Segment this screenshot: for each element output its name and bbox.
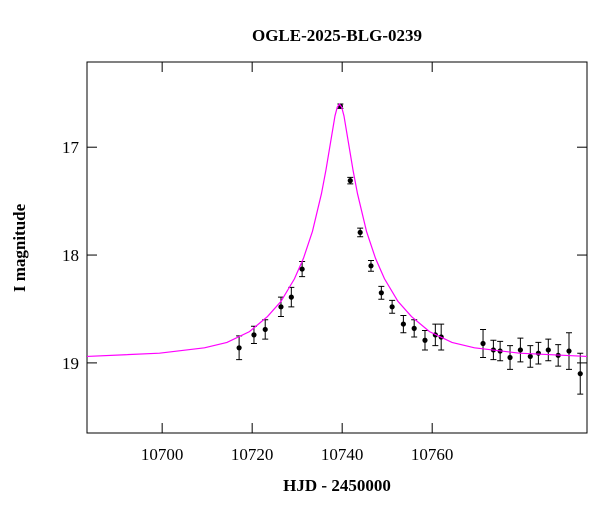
data-point bbox=[400, 321, 406, 327]
data-point bbox=[545, 347, 551, 353]
data-point bbox=[368, 263, 374, 269]
data-point bbox=[527, 353, 533, 360]
data-point bbox=[577, 371, 583, 377]
data-point bbox=[535, 350, 541, 356]
data-point bbox=[389, 304, 395, 310]
x-tick-label: 10700 bbox=[141, 445, 184, 464]
plot-frame bbox=[86, 61, 588, 434]
data-point bbox=[262, 326, 268, 333]
x-tick-label: 10760 bbox=[411, 445, 454, 464]
data-point bbox=[480, 340, 486, 347]
data-point bbox=[566, 348, 572, 354]
data-point bbox=[278, 304, 284, 310]
x-tick-label: 10740 bbox=[321, 445, 364, 464]
data-point bbox=[347, 178, 353, 184]
data-point bbox=[507, 354, 513, 361]
data-point bbox=[251, 332, 257, 338]
data-point bbox=[357, 229, 363, 236]
y-tick-label: 18 bbox=[62, 246, 79, 265]
y-tick-label: 19 bbox=[62, 354, 79, 373]
data-point bbox=[517, 347, 523, 353]
y-axis-label: I magnitude bbox=[10, 203, 29, 292]
data-point bbox=[378, 290, 384, 296]
x-axis-label: HJD - 2450000 bbox=[283, 476, 391, 495]
data-point bbox=[299, 266, 305, 272]
data-point bbox=[422, 337, 428, 343]
model-curve bbox=[87, 103, 587, 358]
data-point bbox=[411, 325, 417, 331]
data-point bbox=[236, 345, 242, 351]
data-point bbox=[288, 294, 294, 300]
y-tick-label: 17 bbox=[62, 138, 80, 157]
x-tick-label: 10720 bbox=[231, 445, 274, 464]
chart-title: OGLE-2025-BLG-0239 bbox=[252, 26, 422, 45]
